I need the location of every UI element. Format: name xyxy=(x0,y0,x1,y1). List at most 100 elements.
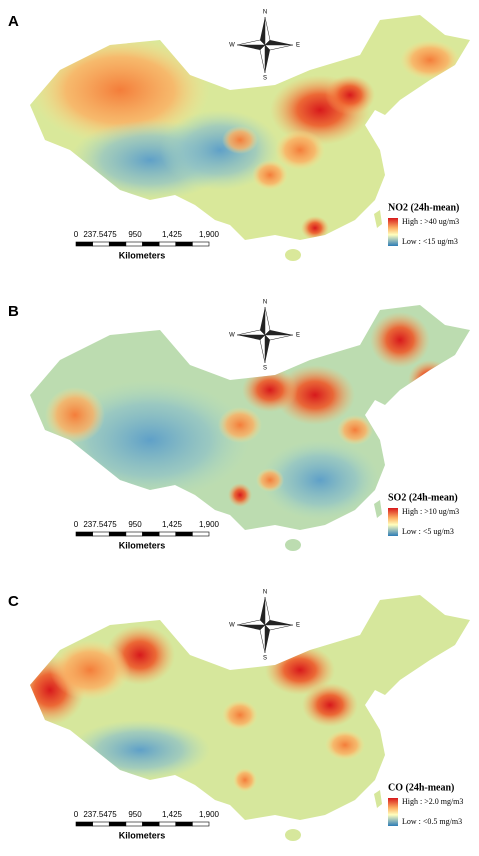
scale-tick-label: 950 xyxy=(128,520,142,529)
scale-tick-label: 1,900 xyxy=(199,230,220,239)
scale-segment xyxy=(108,241,127,247)
legend-low: Low : <5 ug/m3 xyxy=(402,527,454,536)
scale-segment xyxy=(158,241,177,247)
scale-segment xyxy=(192,821,210,827)
concentration-zone xyxy=(256,468,284,492)
scale-segment xyxy=(158,821,177,827)
legend-title: SO2 (24h-mean) xyxy=(388,492,458,503)
scale-segment xyxy=(75,531,93,537)
legend-low: Low : <0.5 mg/m3 xyxy=(402,817,462,826)
scale-segment xyxy=(142,241,160,247)
scale-tick-label: 1,900 xyxy=(199,810,220,819)
scale-segment xyxy=(142,821,160,827)
scale-unit: Kilometers xyxy=(119,830,166,840)
map-panel: C N S W E CO (24h-mean) High : >2.0 mg/m3 Low :… xyxy=(8,590,470,841)
compass-south: S xyxy=(263,366,267,372)
scale-tick-label: 1,900 xyxy=(199,520,220,529)
scale-segment xyxy=(75,821,93,827)
panel-label: A xyxy=(8,13,19,30)
legend-title: NO2 (24h-mean) xyxy=(388,202,459,213)
concentration-zone xyxy=(218,407,262,443)
compass-east: E xyxy=(296,333,300,339)
compass-rose-light xyxy=(236,306,294,364)
map-panel: B N S W E SO2 (24h-mean) High : >10 ug/m3 Low :… xyxy=(8,300,470,551)
legend-low: Low : <15 ug/m3 xyxy=(402,237,458,246)
concentration-zone xyxy=(260,440,380,520)
legend-high: High : >40 ug/m3 xyxy=(402,217,459,226)
scale-segment xyxy=(108,821,127,827)
concentration-zone xyxy=(222,126,258,154)
concentration-zone xyxy=(301,216,329,240)
scale-segment xyxy=(192,241,210,247)
legend-high: High : >2.0 mg/m3 xyxy=(402,797,463,806)
panel-label: C xyxy=(8,593,19,610)
concentration-zone xyxy=(252,160,288,190)
concentration-zone xyxy=(325,730,365,760)
scale-segment xyxy=(92,821,110,827)
compass-rose-light xyxy=(236,16,294,74)
concentration-zone xyxy=(30,35,210,145)
concentration-zone xyxy=(337,415,373,445)
compass: N S W E xyxy=(229,300,300,372)
concentration-zone xyxy=(325,75,375,115)
scale-tick-label: 237.5475 xyxy=(83,810,117,819)
scale-segment xyxy=(192,531,210,537)
scale-segment xyxy=(158,531,177,537)
concentration-zone xyxy=(302,683,358,727)
concentration-zone xyxy=(275,130,325,170)
concentration-zone xyxy=(408,360,452,400)
compass-west: W xyxy=(229,333,235,339)
scale-segment xyxy=(142,531,160,537)
compass-south: S xyxy=(263,656,267,662)
compass-rose-light xyxy=(236,596,294,654)
concentration-zone xyxy=(233,768,257,792)
concentration-zone xyxy=(242,368,298,412)
scale-tick-label: 950 xyxy=(128,810,142,819)
compass-east: E xyxy=(296,623,300,629)
legend-high: High : >10 ug/m3 xyxy=(402,507,459,516)
concentration-zone xyxy=(70,720,210,780)
china-map xyxy=(30,595,470,841)
scale-segment xyxy=(92,241,110,247)
legend-ramp xyxy=(388,798,398,826)
scale-tick-label: 950 xyxy=(128,230,142,239)
scale-tick-label: 0 xyxy=(74,810,79,819)
concentration-zone xyxy=(400,40,460,80)
scale-tick-label: 0 xyxy=(74,520,79,529)
compass-west: W xyxy=(229,623,235,629)
map-panel: A N S W E NO2 (24h-mean) High : >40 ug/m3 Low :… xyxy=(8,10,470,261)
china-map xyxy=(30,15,470,261)
compass-north: N xyxy=(263,590,267,596)
concentration-zone xyxy=(228,483,252,507)
legend-ramp xyxy=(388,508,398,536)
scale-tick-label: 237.5475 xyxy=(83,230,117,239)
concentration-zone xyxy=(370,312,430,368)
scale-segment xyxy=(125,241,143,247)
scale-segment xyxy=(175,821,193,827)
concentration-zone xyxy=(275,365,355,425)
scale-segment xyxy=(175,241,193,247)
scale-segment xyxy=(92,531,110,537)
concentration-zone xyxy=(50,640,130,700)
legend-ramp xyxy=(388,218,398,246)
scale-segment xyxy=(125,531,143,537)
compass-north: N xyxy=(263,300,267,306)
compass: N S W E xyxy=(229,590,300,662)
compass-west: W xyxy=(229,43,235,49)
scale-segment xyxy=(125,821,143,827)
scale-segment xyxy=(175,531,193,537)
legend-title: CO (24h-mean) xyxy=(388,782,454,793)
scale-tick-label: 0 xyxy=(74,230,79,239)
compass: N S W E xyxy=(229,10,300,82)
scale-unit: Kilometers xyxy=(119,250,166,260)
panel-label: B xyxy=(8,303,19,320)
scale-unit: Kilometers xyxy=(119,540,166,550)
concentration-zone xyxy=(45,387,105,443)
scale-tick-label: 1,425 xyxy=(162,520,183,529)
compass-north: N xyxy=(263,10,267,16)
china-map xyxy=(30,305,470,551)
scale-tick-label: 237.5475 xyxy=(83,520,117,529)
compass-east: E xyxy=(296,43,300,49)
scale-segment xyxy=(75,241,93,247)
